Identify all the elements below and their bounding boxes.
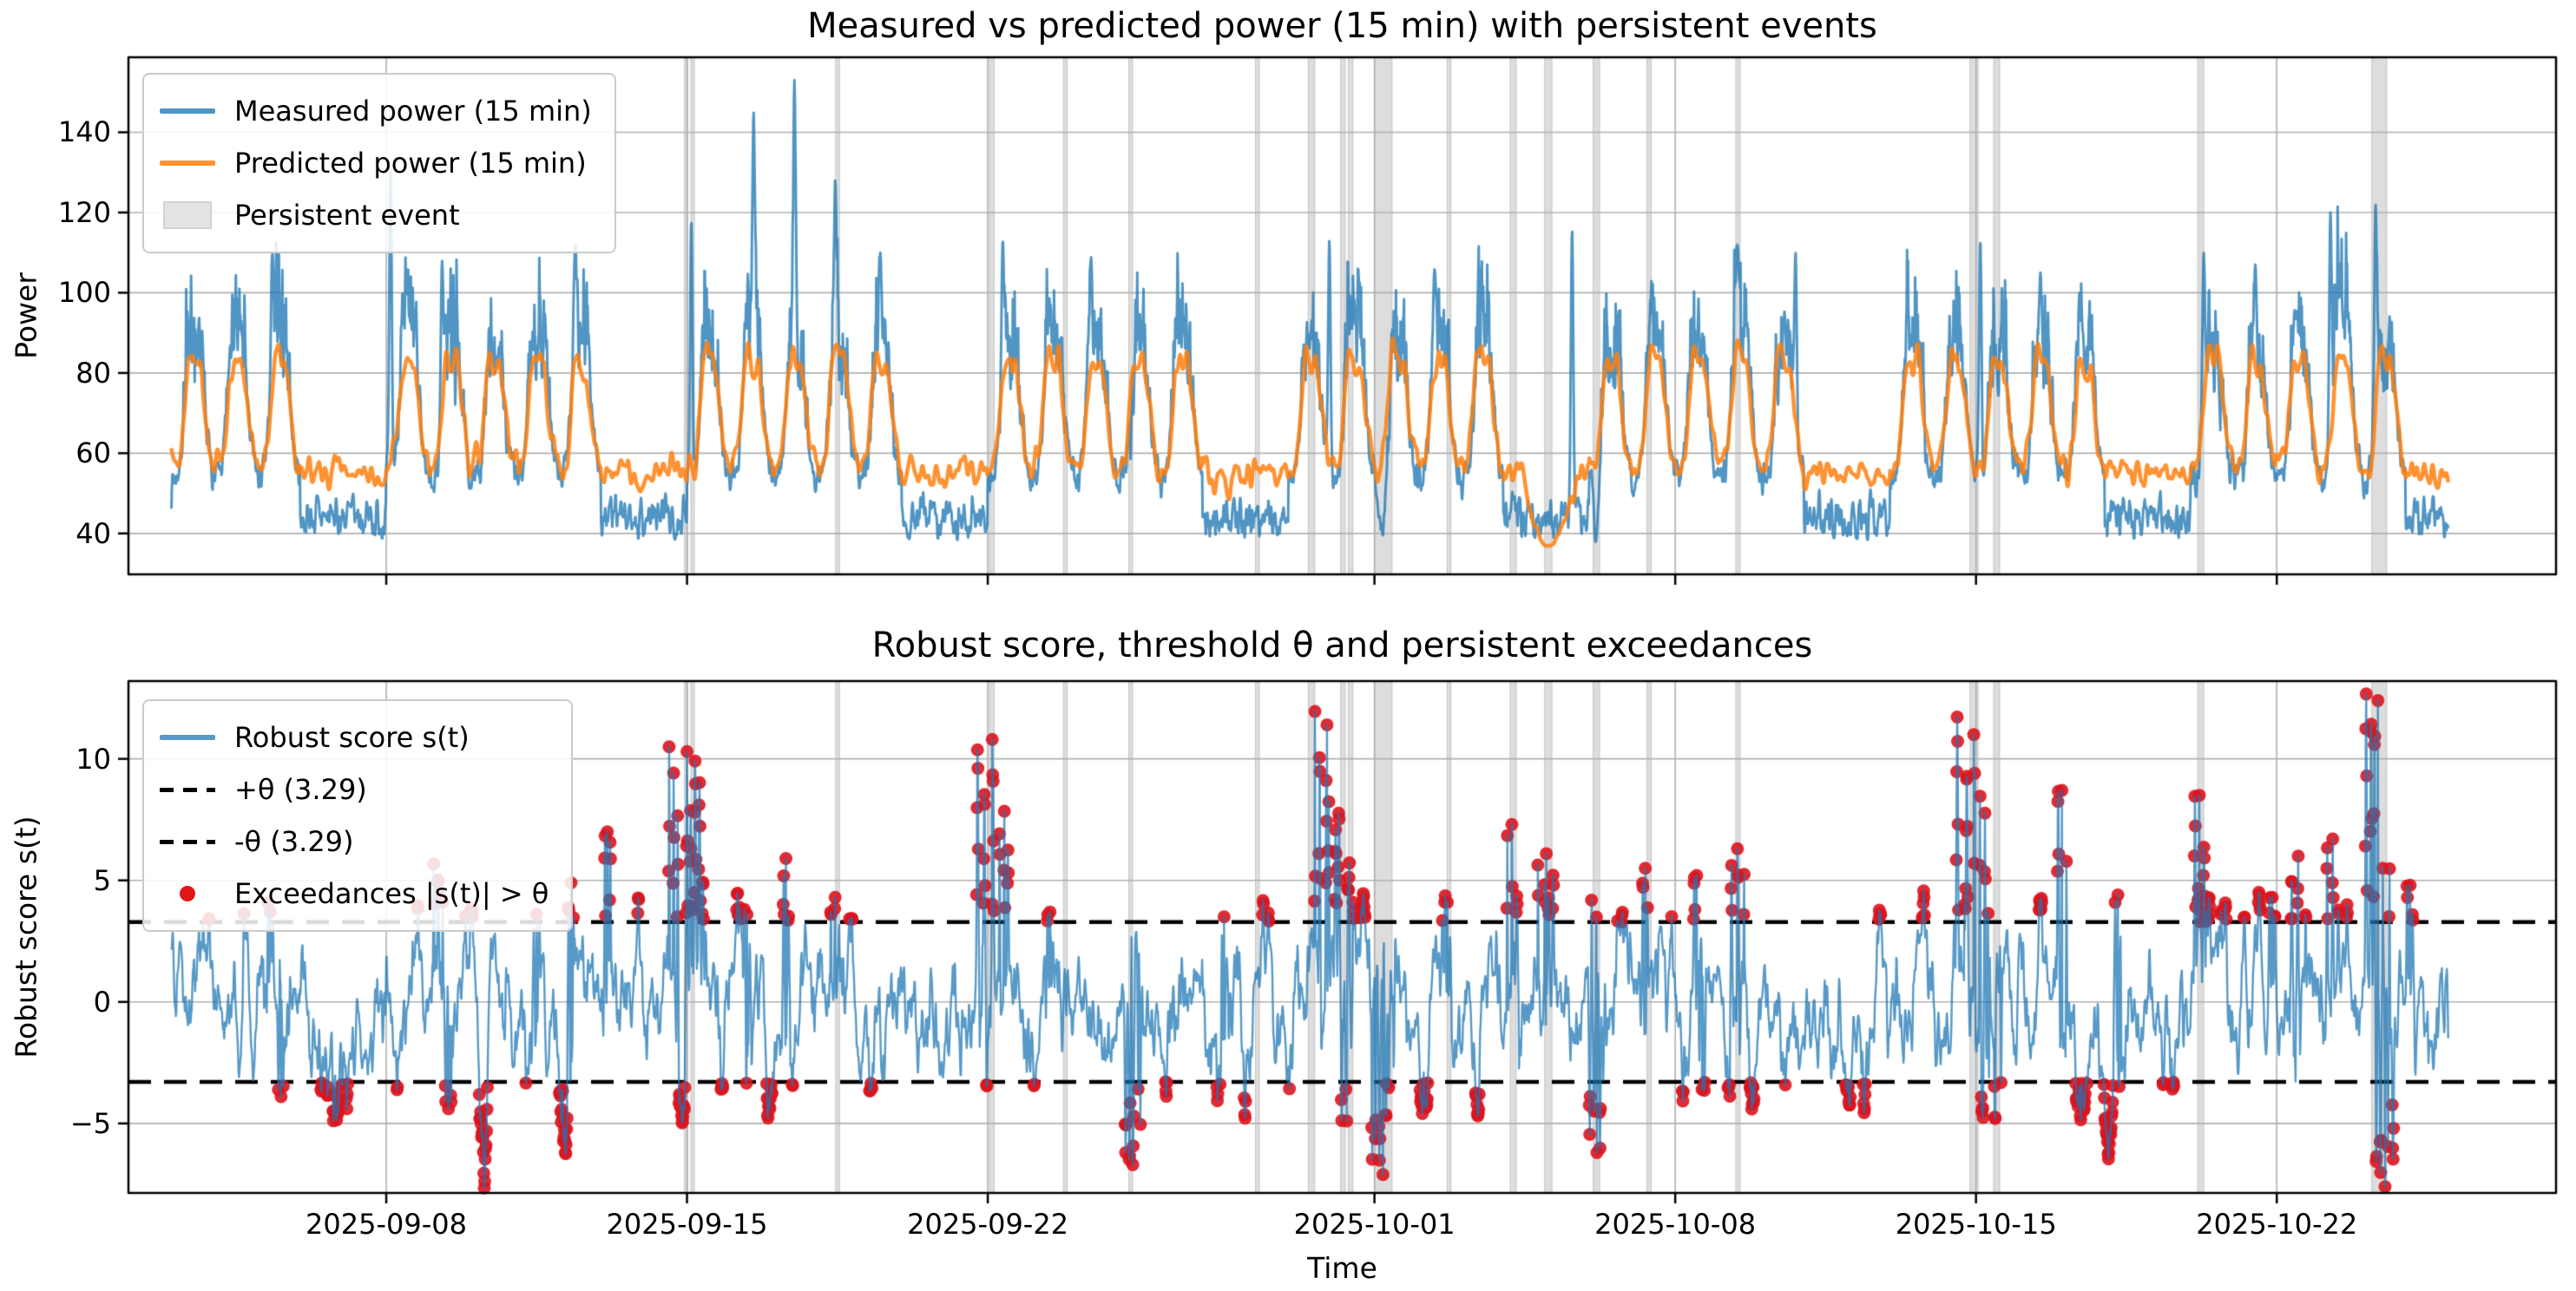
legend-label: +θ (3.29) (234, 773, 367, 806)
predicted-line-swatch (158, 161, 217, 166)
x-tick-label: 2025-10-22 (2196, 1208, 2358, 1241)
legend-label: Persistent event (234, 199, 460, 232)
bottom-legend: Robust score s(t) +θ (3.29) -θ (3.29) Ex… (142, 699, 574, 932)
top-chart-title: Measured vs predicted power (15 min) wit… (807, 6, 1877, 46)
legend-entry-persistent-event: Persistent event (158, 189, 592, 241)
legend-label: Predicted power (15 min) (234, 147, 587, 180)
x-tick-label: 2025-09-08 (306, 1208, 467, 1241)
score-line-swatch (158, 735, 217, 740)
legend-entry-robust-score: Robust score s(t) (158, 711, 549, 763)
exceedance-dot-swatch (158, 886, 217, 901)
x-tick-label: 2025-09-22 (907, 1208, 1069, 1241)
x-tick-label: 2025-09-15 (606, 1208, 768, 1241)
legend-entry-neg-threshold: -θ (3.29) (158, 816, 549, 868)
legend-label: Exceedances |s(t)| > θ (234, 877, 549, 910)
legend-entry-measured: Measured power (15 min) (158, 85, 592, 137)
legend-entry-pos-threshold: +θ (3.29) (158, 763, 549, 816)
top-y-tick-label: 60 (76, 436, 111, 470)
bottom-y-axis-label: Robust score s(t) (9, 816, 43, 1058)
x-axis-label: Time (1307, 1251, 1377, 1285)
event-patch-swatch (158, 201, 217, 229)
x-tick-label: 2025-10-08 (1594, 1208, 1757, 1241)
x-tick-label: 2025-10-15 (1895, 1208, 2057, 1241)
x-tick-label: 2025-10-01 (1293, 1208, 1456, 1241)
bottom-y-tick-label: 0 (93, 985, 111, 1019)
top-y-tick-label: 40 (76, 516, 111, 550)
dashed-line-swatch (158, 839, 217, 844)
dashed-line-swatch (158, 787, 217, 792)
legend-entry-predicted: Predicted power (15 min) (158, 137, 592, 189)
bottom-chart-title: Robust score, threshold θ and persistent… (871, 626, 1813, 665)
legend-entry-exceedances: Exceedances |s(t)| > θ (158, 868, 549, 920)
legend-label: -θ (3.29) (234, 825, 354, 858)
top-y-tick-label: 140 (57, 115, 111, 149)
bottom-y-tick-label: −5 (69, 1106, 111, 1140)
legend-label: Robust score s(t) (234, 721, 470, 754)
top-y-tick-label: 100 (57, 276, 111, 310)
top-legend: Measured power (15 min) Predicted power … (142, 73, 616, 253)
top-y-tick-label: 120 (57, 195, 111, 229)
legend-label: Measured power (15 min) (234, 95, 592, 128)
bottom-y-tick-label: 5 (93, 863, 111, 897)
top-y-tick-label: 80 (76, 356, 111, 390)
measured-line-swatch (158, 108, 217, 114)
bottom-y-tick-label: 10 (76, 742, 111, 776)
